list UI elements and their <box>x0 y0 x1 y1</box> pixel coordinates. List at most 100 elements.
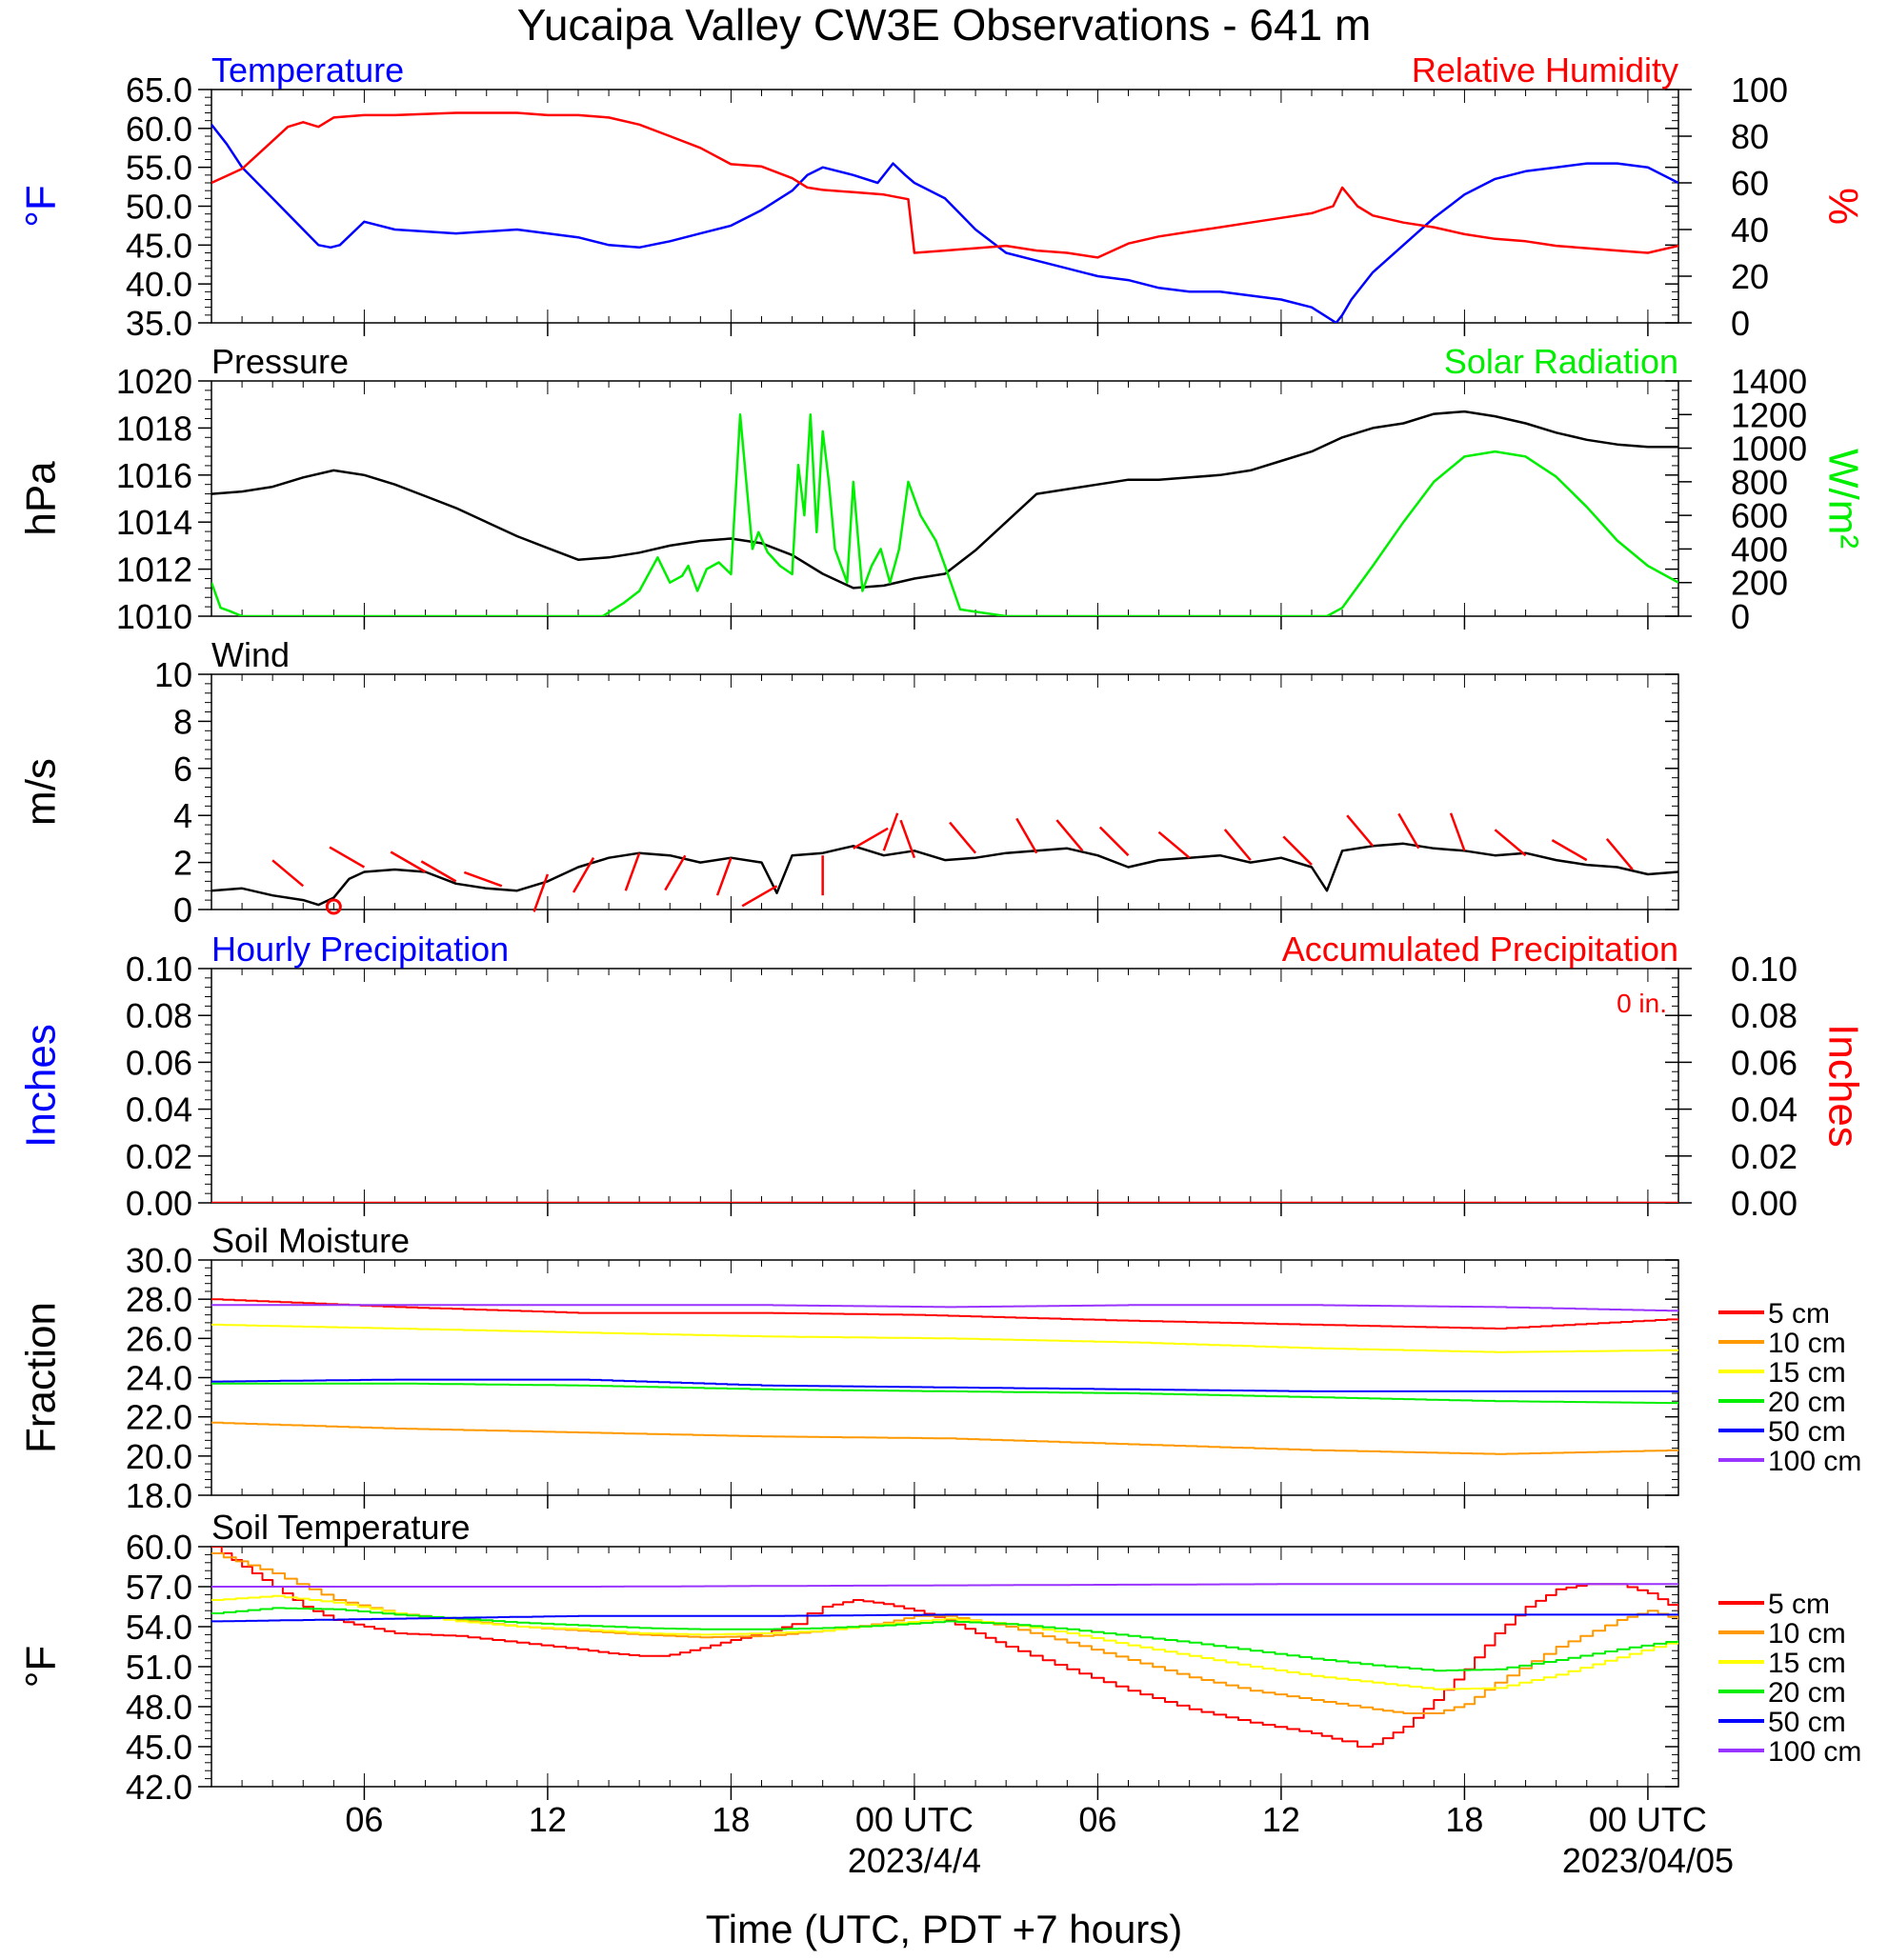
series-line-5-cm <box>211 1547 1678 1748</box>
y-tick-label-right: 100 <box>1731 70 1788 110</box>
y-tick-label-left: 45.0 <box>126 1728 192 1767</box>
y-tick-label-right: 0.02 <box>1731 1137 1798 1176</box>
y-tick-label-left: 1012 <box>116 550 192 590</box>
y-tick-label-left: 0.04 <box>126 1090 192 1130</box>
panel-title-left: Soil Moisture <box>211 1221 410 1260</box>
y-tick-label-left: 0.10 <box>126 950 192 989</box>
wind-barb <box>664 854 687 891</box>
series-line-pressure <box>211 410 1678 590</box>
y-tick-label-left: 60.0 <box>126 110 192 149</box>
calm-wind-circle <box>325 898 342 915</box>
y-tick-label-left: 0.06 <box>126 1043 192 1082</box>
series-line-50-cm <box>211 1613 1678 1623</box>
y-tick-label-left: 1016 <box>116 456 192 495</box>
y-tick-label-left: 0.02 <box>126 1137 192 1176</box>
y-tick-label-left: 55.0 <box>126 149 192 188</box>
y-axis-label-left: °F <box>18 1646 65 1688</box>
y-axis-label-left: hPa <box>18 461 65 536</box>
y-tick-label-right: 1200 <box>1731 395 1807 434</box>
y-tick-label-right: 600 <box>1731 496 1788 535</box>
x-tick-label: 00 UTC <box>855 1800 974 1839</box>
wind-barb <box>1157 830 1191 859</box>
legend-label: 5 cm <box>1768 1298 1830 1330</box>
y-tick-label-left: 1020 <box>116 362 192 401</box>
y-tick-label-left: 57.0 <box>126 1568 192 1607</box>
wind-barb <box>715 857 733 896</box>
plot-frame <box>211 968 1679 1204</box>
wind-barb <box>1098 826 1130 857</box>
y-tick-label-left: 40.0 <box>126 265 192 304</box>
y-axis-label-right: Inches <box>1819 1024 1866 1148</box>
series-line-relative-humidity <box>211 111 1678 259</box>
y-axis-label-left: Inches <box>18 1024 65 1148</box>
y-tick-label-left: 60.0 <box>126 1528 192 1567</box>
panel-title-right: Accumulated Precipitation <box>1282 930 1678 969</box>
x-tick-label: 00 UTC <box>1589 1800 1707 1839</box>
y-tick-label-left: 0 <box>173 890 192 930</box>
y-tick-label-left: 65.0 <box>126 70 192 110</box>
y-tick-label-right: 80 <box>1731 117 1769 156</box>
panel-title-left: Temperature <box>211 50 404 90</box>
panel-title-left: Hourly Precipitation <box>211 930 509 969</box>
y-axis-label-left: Fraction <box>18 1302 65 1453</box>
y-tick-label-right: 0.04 <box>1731 1090 1798 1130</box>
y-tick-label-left: 1010 <box>116 597 192 636</box>
wind-barb <box>1015 817 1038 854</box>
plot-frame <box>211 1546 1679 1788</box>
y-tick-label-right: 1400 <box>1731 362 1807 401</box>
panel-title-left: Wind <box>211 635 290 674</box>
panel-soil-temperature: 42.045.048.051.054.057.060.0 Soil Tempera… <box>18 1508 1862 1807</box>
series-line-solar-radiation <box>211 413 1678 616</box>
legend-label: 20 cm <box>1768 1677 1846 1709</box>
wind-barb <box>1055 819 1084 852</box>
y-tick-label-left: 1014 <box>116 503 192 542</box>
x-tick-label: 06 <box>1078 1800 1116 1839</box>
y-tick-label-left: 8 <box>173 702 192 741</box>
legend-label: 100 cm <box>1768 1446 1861 1477</box>
y-tick-label-left: 48.0 <box>126 1688 192 1727</box>
panel-title-left: Soil Temperature <box>211 1508 470 1547</box>
y-tick-label-right: 0.06 <box>1731 1043 1798 1082</box>
y-tick-label-left: 18.0 <box>126 1476 192 1515</box>
series-line-10-cm <box>211 1421 1678 1455</box>
wind-barb <box>390 850 427 873</box>
y-tick-label-right: 200 <box>1731 564 1788 603</box>
panel-pressure-solar: 1010 1012 1014 1016 1018 1020 0200400600800100… <box>18 342 1867 636</box>
x-date-label: 2023/04/05 <box>1562 1841 1734 1880</box>
wind-barb <box>899 819 916 859</box>
series-line-100-cm <box>211 1304 1678 1312</box>
y-tick-label-left: 22.0 <box>126 1398 192 1437</box>
wind-barb <box>420 860 457 883</box>
y-tick-label-left: 4 <box>173 796 192 835</box>
y-tick-label-left: 6 <box>173 750 192 789</box>
legend-label: 5 cm <box>1768 1589 1830 1620</box>
series-line-20-cm <box>211 1382 1678 1405</box>
wind-barb <box>532 873 550 912</box>
series-line-5-cm <box>211 1298 1678 1330</box>
panel-title-right: Solar Radiation <box>1444 342 1678 381</box>
series-line-temperature <box>211 124 1678 323</box>
y-tick-label-right: 40 <box>1731 210 1769 250</box>
panel-wind: 0 2 4 6 8 10 Wind m/s <box>18 635 1679 930</box>
series-line-15-cm <box>211 1594 1678 1690</box>
y-tick-label-left: 26.0 <box>126 1319 192 1358</box>
y-tick-label-right: 0.00 <box>1731 1184 1798 1223</box>
y-tick-label-left: 10 <box>154 655 192 694</box>
legend-label: 50 cm <box>1768 1416 1846 1448</box>
wind-barb <box>1346 814 1375 848</box>
y-axis-label-right: W/m² <box>1819 449 1866 549</box>
legend-label: 10 cm <box>1768 1328 1846 1359</box>
x-axis-label: Time (UTC, PDT +7 hours) <box>706 1907 1183 1951</box>
legend-label: 15 cm <box>1768 1648 1846 1679</box>
wind-barb <box>463 870 503 888</box>
y-axis-label-right: % <box>1819 188 1866 225</box>
y-axis-label-left: °F <box>18 185 65 227</box>
y-tick-label-left: 24.0 <box>126 1359 192 1398</box>
plot-frame <box>211 1259 1679 1496</box>
x-date-label: 2023/4/4 <box>848 1841 981 1880</box>
wind-barb <box>1282 835 1313 866</box>
y-tick-label-left: 45.0 <box>126 226 192 265</box>
x-tick-label: 12 <box>1262 1800 1300 1839</box>
y-tick-label-left: 0.00 <box>126 1184 192 1223</box>
